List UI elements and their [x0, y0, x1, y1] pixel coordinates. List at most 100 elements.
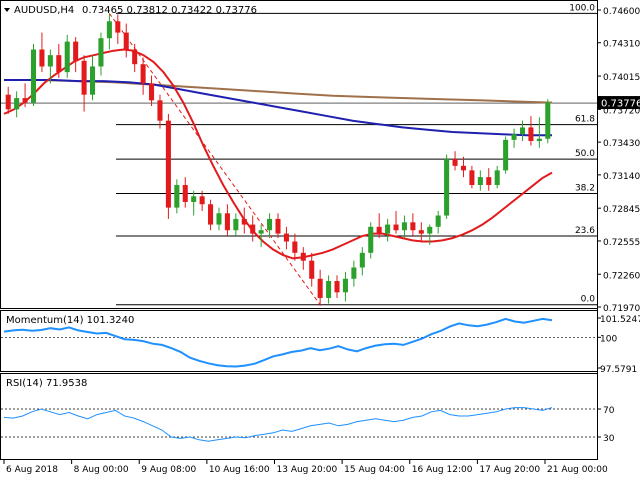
price-tick-label: 0.74015 [603, 73, 640, 83]
candle [224, 204, 230, 236]
candle-body [56, 55, 62, 73]
candle-body [47, 55, 53, 67]
candle-body [536, 138, 542, 141]
candle-body [452, 159, 458, 166]
time-axis: 6 Aug 2018 8 Aug 00:00 9 Aug 08:00 10 Aug 1… [3, 460, 608, 475]
candle [452, 151, 458, 171]
candle-body [89, 66, 96, 95]
ohlc-readout: 0.73465 0.73812 0.73422 0.73776 [82, 5, 257, 16]
momentum-line [3, 317, 553, 368]
candle-body [519, 127, 526, 135]
candle-body [528, 127, 534, 141]
candle [528, 116, 534, 146]
moving-averages [3, 48, 553, 260]
candle [182, 177, 188, 208]
candle-body [224, 213, 230, 231]
fibonacci-retracement: 100.0 61.8 50.0 38.2 23.6 0.0 [0, 3, 597, 306]
candle [22, 83, 28, 108]
momentum-panel: 101.5247 100 97.5791 [1, 315, 640, 375]
candle-body [233, 218, 239, 231]
price-tick-label: 0.73140 [603, 172, 640, 182]
candle-body [98, 38, 104, 67]
candle-body [250, 224, 256, 234]
candle [14, 91, 20, 118]
time-tick-label: 15 Aug 04:00 [344, 465, 405, 475]
candle [326, 275, 332, 304]
candle [410, 213, 416, 236]
candle [64, 34, 70, 78]
candle [368, 222, 374, 259]
candle [199, 190, 205, 212]
candle-body [241, 218, 247, 225]
candle [427, 224, 433, 245]
candle-body [334, 281, 340, 293]
candle [98, 32, 104, 76]
candle [123, 23, 129, 58]
collapse-triangle-icon[interactable] [4, 8, 10, 12]
candle [342, 271, 348, 302]
chart-header: AUDUSD,H4 0.73465 0.73812 0.73422 0.7377… [4, 5, 257, 16]
candle-body [469, 170, 475, 186]
candle-body [545, 102, 551, 139]
rsi-panel: 70 30 [1, 406, 615, 444]
candle-body [376, 226, 382, 234]
candle [73, 37, 79, 73]
price-tick-label: 0.72555 [603, 238, 640, 248]
candle-body [511, 134, 517, 140]
candle [275, 213, 281, 239]
candle [494, 165, 500, 189]
candle [545, 99, 551, 144]
candle [81, 55, 87, 112]
candle [140, 57, 146, 95]
time-tick-label: 6 Aug 2018 [6, 465, 58, 475]
candle-body [199, 196, 205, 205]
candle-body [22, 98, 28, 103]
fib-level-label: 61.8 [575, 115, 595, 125]
rsi-tick-label: 70 [603, 406, 615, 416]
current-price-tag: 0.73776 [598, 96, 640, 110]
momentum-label: Momentum(14) 101.3240 [6, 315, 134, 326]
candle [376, 213, 382, 239]
candle-body [64, 41, 70, 73]
time-tick-label: 9 Aug 08:00 [141, 465, 196, 475]
candle-body [342, 278, 348, 293]
candle-body [132, 49, 138, 65]
fib-level-label: 38.2 [575, 183, 595, 193]
candle-body [149, 83, 155, 101]
candle-body [351, 267, 357, 279]
candle [149, 75, 155, 106]
current-price-label: 0.73776 [601, 99, 640, 110]
candle [503, 136, 509, 174]
candle [30, 43, 37, 106]
current-price-box [598, 96, 640, 110]
momentum-tick-label: 97.5791 [600, 365, 637, 375]
candle-body [300, 252, 306, 261]
candle [250, 215, 256, 242]
candle [216, 207, 222, 231]
candle [536, 117, 542, 148]
candle [132, 43, 138, 73]
candle-body [486, 177, 492, 186]
candle [5, 86, 11, 114]
fib-level-label: 50.0 [575, 149, 595, 159]
candle-body [444, 159, 450, 216]
rsi-label: RSI(14) 71.9538 [6, 378, 87, 389]
candle [444, 154, 450, 219]
price-tick-label: 0.74600 [603, 7, 640, 17]
candle [435, 211, 441, 234]
candle-body [283, 233, 289, 242]
candle-body [292, 241, 298, 253]
candle [469, 165, 475, 189]
candle [157, 94, 163, 129]
candle-body [208, 204, 214, 225]
candle [519, 120, 526, 141]
candle [385, 218, 391, 242]
fib-level-label: 100.0 [569, 3, 595, 13]
time-tick-label: 16 Aug 12:00 [412, 465, 473, 475]
candle [292, 233, 298, 261]
price-tick-label: 0.72845 [603, 205, 640, 215]
candle-body [410, 222, 416, 231]
candle [267, 213, 273, 239]
candle-body [460, 165, 467, 171]
